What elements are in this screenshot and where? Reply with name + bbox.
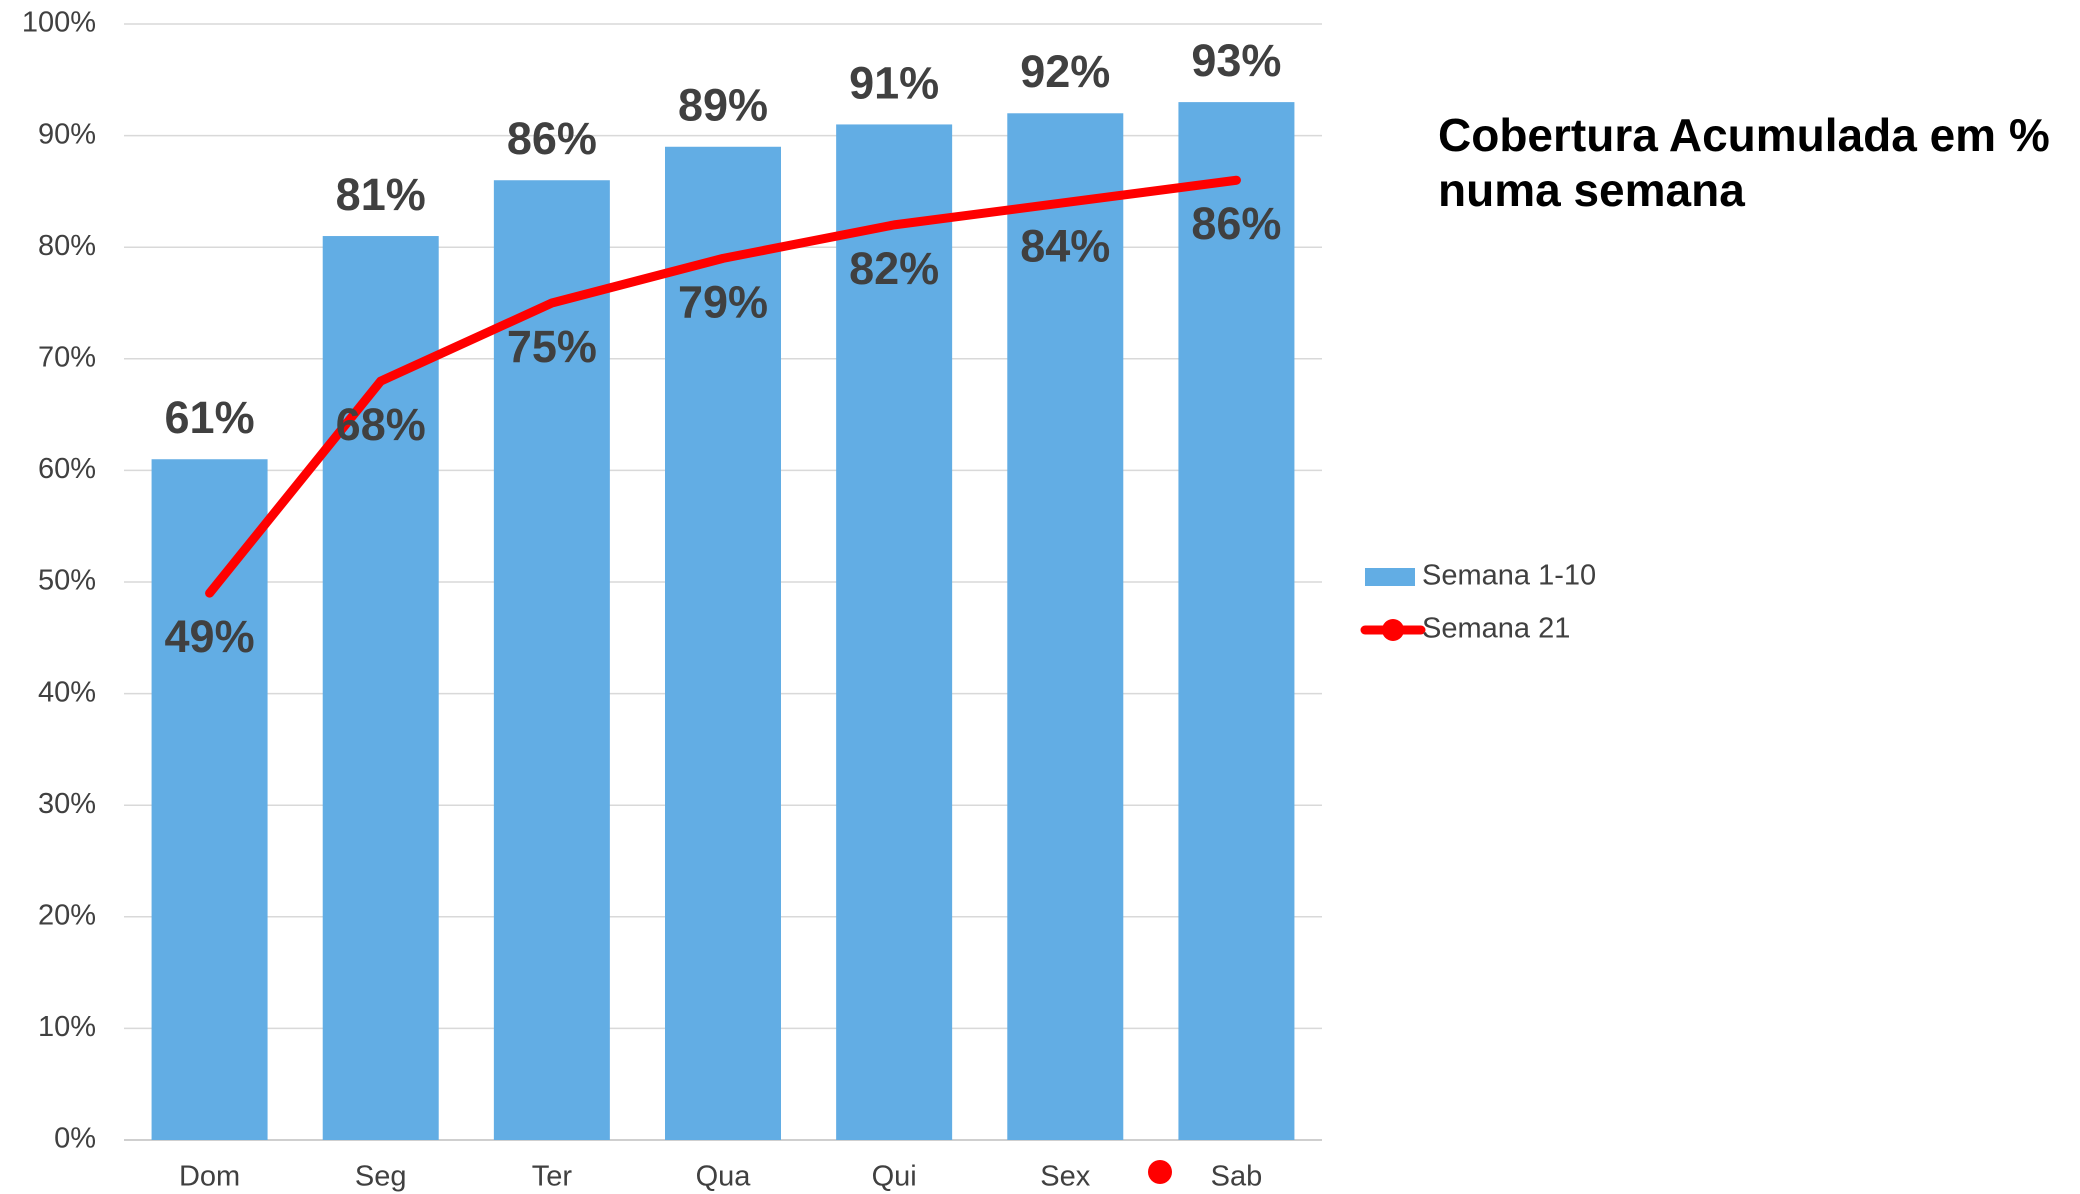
y-tick-label: 60% [38,453,96,485]
data-label: 79% [678,276,768,327]
bar [665,146,781,1140]
y-tick-label: 30% [38,788,96,820]
y-tick-label: 50% [38,565,96,597]
data-label: 81% [336,169,426,220]
data-label: 89% [678,80,768,131]
data-label: 82% [849,243,939,294]
legend-label: Semana 21 [1422,613,1570,645]
data-label: 68% [336,399,426,450]
stray-dot [1148,1160,1172,1184]
line [205,175,1241,598]
x-tick-label: Seg [355,1161,407,1193]
data-label: 91% [849,57,939,108]
data-label: 49% [165,611,255,662]
x-tick-label: Qua [696,1161,752,1193]
y-tick-label: 90% [38,118,96,150]
data-label: 92% [1020,46,1110,97]
bar [1007,113,1124,1140]
x-tick-label: Sex [1040,1161,1090,1193]
data-label: 61% [165,392,255,443]
y-tick-label: 40% [38,676,96,708]
y-tick-label: 70% [38,341,96,373]
data-label: 84% [1020,220,1110,271]
y-tick-label: 100% [22,7,96,39]
legend-swatch [1365,568,1415,586]
bar [151,459,268,1140]
x-tick-label: Qui [872,1161,917,1193]
chart-title: Cobertura Acumulada em % numa semana [1438,109,2050,217]
bar [1178,102,1295,1141]
x-tick-label: Sab [1211,1161,1263,1193]
y-tick-label: 80% [38,230,96,262]
x-tick-label: Ter [532,1161,573,1193]
y-tick-label: 0% [54,1123,96,1155]
bar [322,236,439,1141]
legend-label: Semana 1-10 [1422,560,1596,592]
data-label: 93% [1191,35,1281,86]
bar [493,180,610,1141]
data-label: 86% [1191,198,1281,249]
bar [836,124,953,1140]
legend-marker [1382,619,1404,641]
y-tick-label: 10% [38,1011,96,1043]
y-tick-label: 20% [38,899,96,931]
x-tick-label: Dom [179,1161,240,1193]
data-label: 75% [507,321,597,372]
data-label: 86% [507,113,597,164]
